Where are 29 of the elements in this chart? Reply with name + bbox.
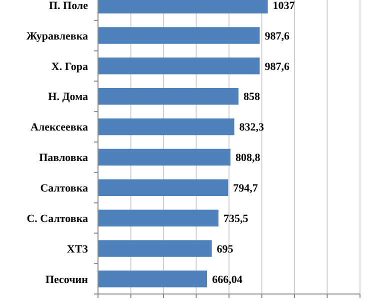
data-label: 735,5 xyxy=(223,212,249,225)
bar xyxy=(98,58,260,74)
bar xyxy=(98,118,234,136)
bar xyxy=(98,88,238,105)
data-label: 832,3 xyxy=(239,122,265,134)
y-tick-label: С. Салтовка xyxy=(26,212,88,225)
data-label: 987,6 xyxy=(264,60,290,73)
y-tick-label: Журавлевка xyxy=(26,30,88,42)
bar xyxy=(98,179,228,196)
y-tick-label: Песочин xyxy=(45,274,89,286)
bar xyxy=(98,270,208,288)
y-tick-label: Х. Гора xyxy=(51,60,88,73)
data-label: 1037 xyxy=(272,0,296,12)
bar xyxy=(98,27,260,44)
bar xyxy=(98,210,218,226)
y-tick-label: Н. Дома xyxy=(48,91,88,104)
bar xyxy=(98,148,230,166)
data-label: 794,7 xyxy=(233,182,258,194)
y-tick-label: Алексеевка xyxy=(30,122,88,134)
y-tick-label: П. Поле xyxy=(48,0,88,12)
data-label: 987,6 xyxy=(264,30,290,42)
data-label: 808,8 xyxy=(235,152,261,164)
y-tick-label: ХТЗ xyxy=(66,243,88,256)
y-tick-label: Павловка xyxy=(39,152,88,164)
data-label: 666,04 xyxy=(212,274,243,286)
y-tick-label: Салтовка xyxy=(40,182,88,194)
bar xyxy=(98,240,212,257)
data-label: 858 xyxy=(243,91,260,104)
data-label: 695 xyxy=(216,243,234,256)
